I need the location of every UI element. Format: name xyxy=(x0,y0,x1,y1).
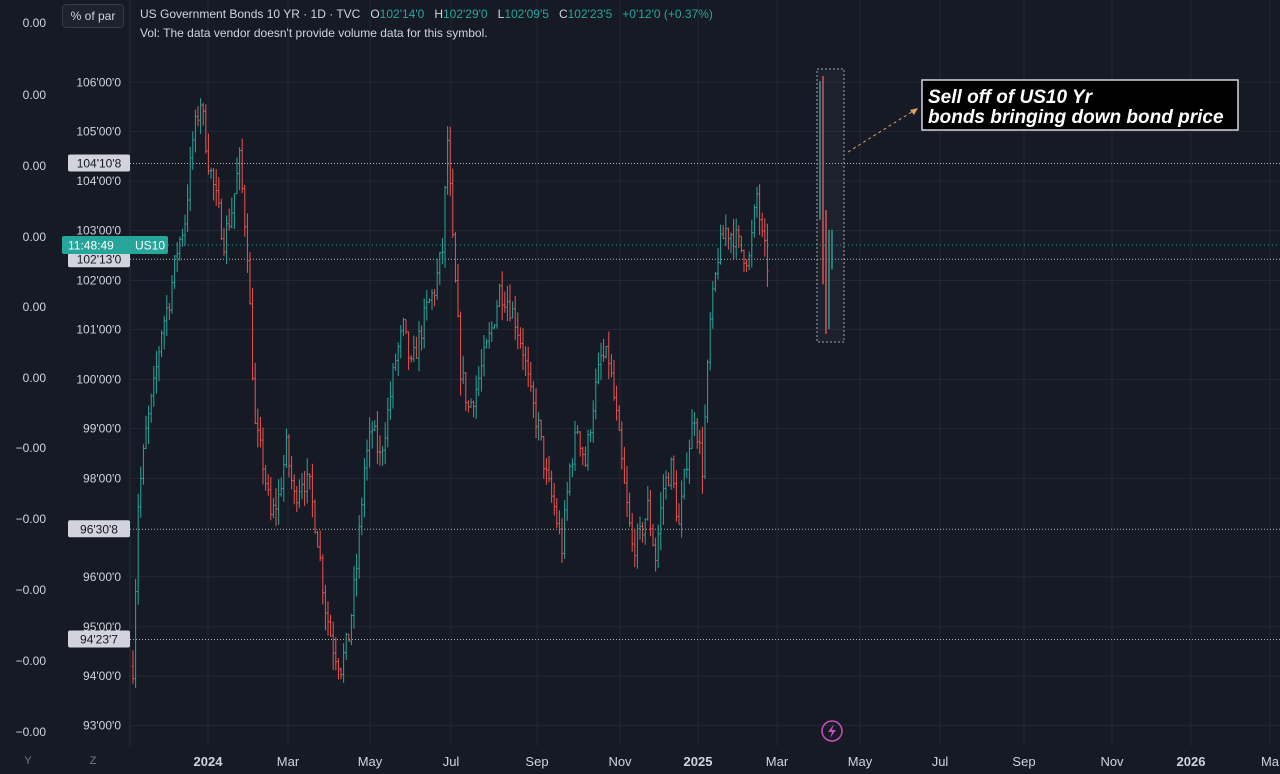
annotation-line-1: Sell off of US10 Yr xyxy=(928,87,1094,108)
price-line-label: 94'23'7 xyxy=(80,632,118,646)
price-line-label: 102'13'0 xyxy=(77,252,122,266)
highlight-box[interactable] xyxy=(816,68,845,343)
price-tick-label: 103'00'0 xyxy=(76,224,121,238)
time-tick-label: May xyxy=(848,754,873,769)
price-tick-label: 99'00'0 xyxy=(83,422,121,436)
time-axis-labels: 2024 Mar May Jul Sep Nov 2025 Mar May Jul Sep Nov 20… xyxy=(194,754,1280,769)
price-tick-label: 94'00'0 xyxy=(83,669,121,683)
last-price-symbol: US10 xyxy=(135,239,165,253)
low-label: L xyxy=(497,7,505,21)
price-line-label: 96'30'8 xyxy=(80,522,118,536)
time-tick-label: 2024 xyxy=(194,754,224,769)
price-tick-label: 105'00'0 xyxy=(76,124,121,138)
high-value: 102'29'0 xyxy=(442,7,488,21)
price-line-label-bg xyxy=(68,520,130,538)
price-line-label-bg xyxy=(68,154,130,172)
last-price-badge-bg xyxy=(62,236,168,254)
annotation-box xyxy=(921,79,1239,131)
percent-tick-label: −0.00 xyxy=(16,512,47,526)
price-tick-label: 102'00'0 xyxy=(76,274,121,288)
time-tick-label: Sep xyxy=(1012,754,1035,769)
percent-tick-label: −0.00 xyxy=(16,654,47,668)
percent-tick-label: 0.00 xyxy=(23,300,47,314)
percent-tick-label: 0.00 xyxy=(23,371,47,385)
time-axis-panel[interactable] xyxy=(0,746,1280,774)
horizontal-gridlines xyxy=(130,81,1280,726)
open-label: O xyxy=(370,7,380,21)
annotation-label[interactable]: Sell off of US10 Yr bonds bringing down … xyxy=(921,79,1239,131)
time-tick-label: Jul xyxy=(932,754,949,769)
percent-tick-label: −0.00 xyxy=(16,725,47,739)
highlight-rectangle[interactable] xyxy=(816,68,845,343)
price-axis-labels: 106'00'0 105'00'0 104'00'0 103'00'0 102'00'0… xyxy=(76,75,121,732)
price-line-label: 104'10'8 xyxy=(77,156,122,170)
y-axis-button[interactable]: Y xyxy=(24,755,32,767)
time-tick-label: Ma xyxy=(1261,754,1280,769)
price-tick-label: 95'00'0 xyxy=(83,620,121,634)
price-tick-label: 106'00'0 xyxy=(76,75,121,89)
left-percent-axis-labels: 0.00 0.00 0.00 0.00 0.00 0.00 −0.00 −0.00 −0.00 −… xyxy=(16,16,47,739)
volume-note: Vol: The data vendor doesn't provide vol… xyxy=(140,26,488,40)
annotation-arrow[interactable] xyxy=(847,107,919,153)
time-tick-label: Nov xyxy=(1100,754,1124,769)
z-axis-button[interactable]: Z xyxy=(89,755,97,767)
time-tick-label: 2025 xyxy=(684,754,713,769)
percent-tick-label: 0.00 xyxy=(23,16,47,30)
percent-tick-label: 0.00 xyxy=(23,230,47,244)
ohlc-bars xyxy=(131,76,833,688)
last-price-badge[interactable]: 11:48:49 US10 xyxy=(62,236,168,254)
price-tick-label: 101'00'0 xyxy=(76,323,121,337)
symbol-header: US Government Bonds 10 YR · 1D · TVC O10… xyxy=(140,7,713,21)
change-value: +0'12'0 (+0.37%) xyxy=(622,7,713,21)
percent-tick-label: 0.00 xyxy=(23,88,47,102)
percent-tick-label: −0.00 xyxy=(16,441,47,455)
price-tick-label: 100'00'0 xyxy=(76,373,121,387)
low-value: 102'09'5 xyxy=(504,7,549,21)
high-label: H xyxy=(434,7,443,21)
price-tick-label: 96'00'0 xyxy=(83,570,121,584)
open-value: 102'14'0 xyxy=(379,7,425,21)
price-tick-label: 98'00'0 xyxy=(83,471,121,485)
time-tick-label: May xyxy=(358,754,383,769)
close-value: 102'23'5 xyxy=(567,7,613,21)
last-price-time: 11:48:49 xyxy=(68,239,114,253)
price-line-labels[interactable]: 104'10'8 102'13'0 96'30'8 94'23'7 xyxy=(68,154,130,648)
percent-tick-label: −0.00 xyxy=(16,583,47,597)
percent-of-par-button[interactable]: % of par xyxy=(62,4,124,28)
time-tick-label: Jul xyxy=(443,754,460,769)
arrow-head-icon xyxy=(910,108,918,115)
time-tick-label: Mar xyxy=(277,754,300,769)
time-tick-label: Mar xyxy=(766,754,789,769)
close-label: C xyxy=(558,7,568,21)
time-tick-label: Sep xyxy=(525,754,548,769)
lightning-icon[interactable] xyxy=(821,720,843,742)
symbol-title[interactable]: US Government Bonds 10 YR · 1D · TVC xyxy=(140,7,361,21)
time-tick-label: Nov xyxy=(608,754,632,769)
price-tick-label: 104'00'0 xyxy=(76,174,121,188)
percent-tick-label: 0.00 xyxy=(23,159,47,173)
price-line-label-bg xyxy=(68,250,130,268)
price-line-label-bg xyxy=(68,630,130,648)
price-tick-label: 93'00'0 xyxy=(83,719,121,733)
time-tick-label: 2026 xyxy=(1177,754,1206,769)
annotation-line-2: bonds bringing down bond price xyxy=(928,107,1224,128)
